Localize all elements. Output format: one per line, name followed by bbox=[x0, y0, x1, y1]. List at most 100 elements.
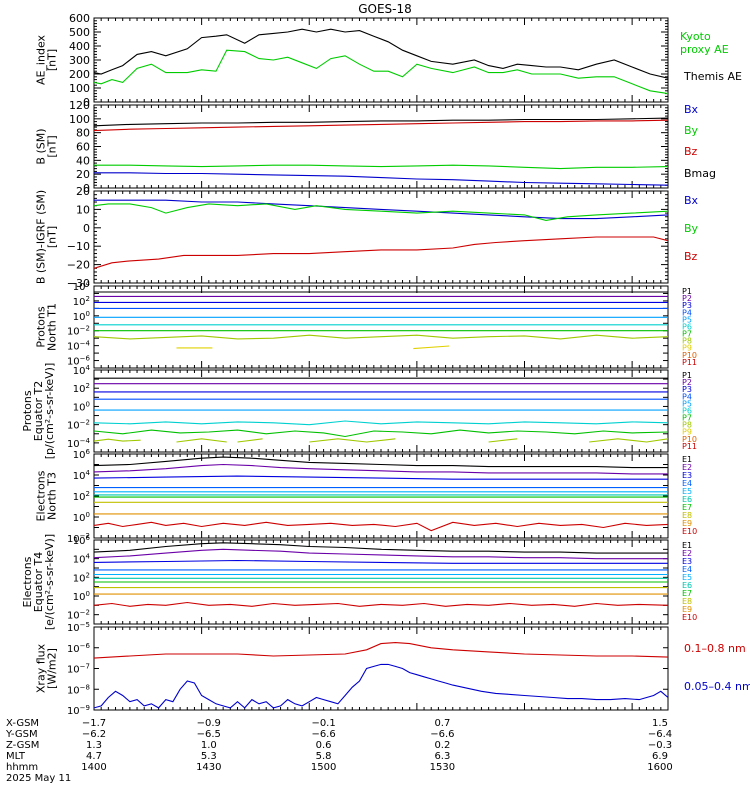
y-tick-label: 102 bbox=[73, 382, 90, 395]
series-fragment bbox=[237, 438, 263, 443]
y-tick-label: 10−4 bbox=[67, 437, 91, 450]
y-tick-label: 20 bbox=[76, 168, 90, 181]
y-tick-label: 10−2 bbox=[67, 532, 90, 545]
y-axis-label: Protons bbox=[35, 306, 48, 347]
legend-p11: P11 bbox=[682, 442, 697, 451]
y-tick-label: 106 bbox=[73, 534, 91, 547]
y-tick-label: 400 bbox=[69, 40, 90, 53]
y-tick-label: 10−2 bbox=[67, 609, 90, 622]
orbit-value: −6.6 bbox=[311, 729, 335, 740]
legend-e3: E3 bbox=[682, 471, 692, 480]
panel-frame bbox=[93, 285, 669, 369]
series-fragment bbox=[589, 438, 668, 443]
y-tick-label: 100 bbox=[73, 310, 90, 323]
y-tick-label: 10−9 bbox=[67, 704, 90, 717]
legend-p2: P2 bbox=[682, 294, 692, 303]
orbit-value: 4.7 bbox=[86, 751, 102, 762]
orbit-value: −0.9 bbox=[197, 718, 221, 729]
y-axis-label: B (SM) bbox=[35, 128, 48, 164]
legend-p3: P3 bbox=[682, 385, 692, 394]
y-tick-label: 10−7 bbox=[67, 663, 90, 676]
legend-bx: Bx bbox=[684, 194, 699, 207]
y-axis-label: [e/(cm²-s-sr-keV)] bbox=[43, 534, 56, 630]
y-axis-label: Protons bbox=[21, 390, 34, 431]
y-axis-label: Electrons bbox=[35, 470, 48, 521]
series-kyoto-proxy-ae bbox=[94, 49, 668, 95]
legend-p6: P6 bbox=[682, 322, 692, 331]
orbit-value: −6.4 bbox=[648, 729, 672, 740]
series-group bbox=[94, 28, 668, 95]
legend-e4: E4 bbox=[682, 479, 692, 488]
legend-xray-short: 0.05–0.4 nm bbox=[684, 680, 750, 693]
legend-p10: P10 bbox=[682, 351, 697, 360]
orbit-value: 1.3 bbox=[86, 740, 102, 751]
legend-xray-long: 0.1–0.8 nm bbox=[684, 642, 746, 655]
y-tick-label: 10−8 bbox=[67, 683, 90, 696]
y-tick-label: 102 bbox=[73, 490, 90, 503]
legend-p9: P9 bbox=[682, 344, 692, 353]
y-tick-label: 0 bbox=[83, 96, 90, 109]
legend-bz: Bz bbox=[684, 145, 698, 158]
y-tick-label: 10−6 bbox=[67, 642, 91, 655]
legend-p1: P1 bbox=[682, 287, 692, 296]
panel-frame bbox=[93, 17, 669, 103]
orbit-value: 1400 bbox=[81, 762, 106, 773]
y-axis-label: [nT] bbox=[46, 226, 59, 248]
orbit-value: −0.3 bbox=[648, 740, 672, 751]
legend-by: By bbox=[684, 222, 699, 235]
y-axis-label: B (SM)-IGRF (SM) bbox=[35, 190, 48, 284]
orbit-value: 0.7 bbox=[434, 718, 450, 729]
y-axis-label: North T1 bbox=[46, 303, 59, 351]
y-tick-label: 20 bbox=[76, 185, 90, 198]
panel-frame bbox=[93, 104, 669, 189]
legend-p4: P4 bbox=[682, 308, 692, 317]
orbit-value: 5.3 bbox=[201, 751, 217, 762]
series-0-05-0-4-nm bbox=[94, 663, 668, 709]
legend-by: By bbox=[684, 124, 699, 137]
series-group bbox=[94, 199, 668, 269]
orbit-row-label: hhmm bbox=[6, 762, 38, 773]
y-tick-label: 104 bbox=[73, 553, 91, 566]
legend-p6: P6 bbox=[682, 406, 692, 415]
orbit-value: −6.6 bbox=[430, 729, 454, 740]
y-tick-label: −10 bbox=[67, 240, 90, 253]
series-0-1-0-8-nm bbox=[94, 642, 668, 659]
series-bz bbox=[94, 119, 668, 132]
legend-e2: E2 bbox=[682, 549, 692, 558]
orbit-value: 5.8 bbox=[316, 751, 332, 762]
panel-3: −30 −20 −10 0 10 20 B (SM)-IGRF (SM)[nT] Bx By Bz bbox=[35, 185, 699, 290]
legend-e3: E3 bbox=[682, 557, 692, 566]
legend-e4: E4 bbox=[682, 565, 692, 574]
y-tick-label: 100 bbox=[69, 113, 90, 126]
y-axis-label: Equator T2 bbox=[32, 381, 45, 441]
series-bz bbox=[94, 236, 668, 269]
series-themis-ae bbox=[94, 28, 668, 79]
legend-e9: E9 bbox=[682, 605, 692, 614]
legend-p5: P5 bbox=[682, 315, 692, 324]
y-tick-label: 10−2 bbox=[67, 419, 90, 432]
y-tick-label: 100 bbox=[73, 511, 90, 524]
orbit-table: X-GSM −1.7 −0.9 −0.1 0.7 1.5 Y-GSM −6.2 −6.5 −6.6… bbox=[5, 718, 673, 784]
series-bx bbox=[94, 172, 668, 186]
legend-kyoto: Kyoto proxy AE bbox=[680, 30, 729, 56]
orbit-value: 1530 bbox=[430, 762, 455, 773]
legend-p10: P10 bbox=[682, 435, 697, 444]
y-tick-label: 80 bbox=[76, 127, 90, 140]
y-tick-label: 0 bbox=[83, 222, 90, 235]
legend-p4: P4 bbox=[682, 392, 692, 401]
y-tick-label: 104 bbox=[73, 364, 91, 377]
panel-frame bbox=[93, 369, 669, 453]
series-e2 bbox=[94, 463, 668, 475]
legend-themis: Themis AE bbox=[683, 70, 742, 83]
figure-title: GOES-18 bbox=[358, 2, 412, 16]
series-fragment bbox=[413, 345, 450, 350]
y-tick-label: −20 bbox=[67, 259, 90, 272]
orbit-value: 1.5 bbox=[652, 718, 668, 729]
series-p8 bbox=[94, 334, 668, 340]
legend-e9: E9 bbox=[682, 519, 692, 528]
